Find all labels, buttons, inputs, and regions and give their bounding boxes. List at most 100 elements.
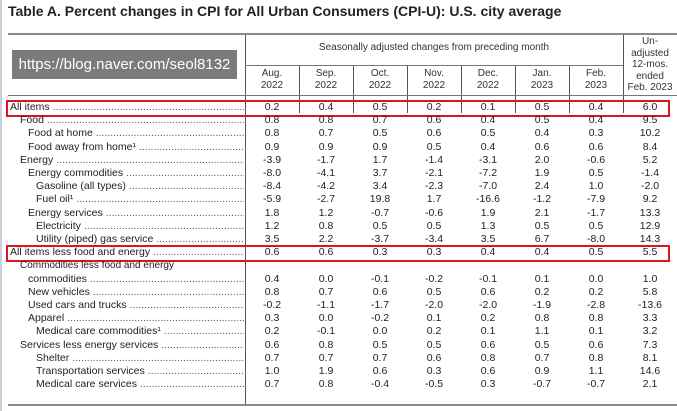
row-label: Apparel <box>28 312 244 325</box>
header-line: Oct. <box>370 68 390 79</box>
header-line: 2022 <box>260 80 284 91</box>
row-value: -0.4 <box>370 378 390 391</box>
row-value: -3.1 <box>478 153 498 166</box>
row-label: Gasoline (all types) <box>36 180 244 193</box>
header-line: 2022 <box>368 80 392 91</box>
row-value: 0.8 <box>264 114 280 127</box>
row-value: 8.1 <box>642 351 658 364</box>
row-value: 0.5 <box>372 338 388 351</box>
row-value: 0.7 <box>318 285 334 298</box>
row-value: -1.7 <box>316 153 336 166</box>
row-value: 2.1 <box>534 206 550 219</box>
column-divider <box>623 35 624 113</box>
table-row: All items less food and energy 0.6 0.6 0.3 0… <box>8 246 677 259</box>
row-value: -0.2 <box>262 299 282 311</box>
row-label: Energy <box>20 154 244 167</box>
row-label: Electricity <box>36 220 244 233</box>
header-line: 2022 <box>314 80 338 91</box>
header-month: Dec. 2022 <box>461 68 515 92</box>
column-divider <box>299 65 300 113</box>
table-row: Fuel oil¹ -5.9 -2.7 19.8 1.7 -16.6 -1.2 -7.9 9.2 <box>8 193 677 206</box>
table-row: Food 0.8 0.8 0.7 0.6 0.4 0.5 0.4 9.5 <box>8 114 677 127</box>
row-value: 0.9 <box>318 140 334 153</box>
row-value: 1.3 <box>480 219 496 232</box>
row-value: -0.1 <box>370 272 390 285</box>
row-value: 2.2 <box>318 233 334 245</box>
highlight-box <box>6 245 670 263</box>
row-value: 0.6 <box>426 114 442 127</box>
header-line: Aug. <box>261 68 283 79</box>
row-value: 0.8 <box>318 338 334 351</box>
table-row: Medical care services 0.7 0.8 -0.4 -0.5 0.3 -0… <box>8 378 677 391</box>
row-value: 0.1 <box>480 101 496 113</box>
row-value: 0.1 <box>480 325 496 338</box>
row-value: -0.6 <box>586 153 606 166</box>
row-value: 0.5 <box>534 338 550 351</box>
header-line: Sep. <box>315 68 337 79</box>
row-value: 0.9 <box>534 365 550 377</box>
row-value: -7.2 <box>478 167 498 179</box>
row-value: 0.6 <box>318 246 334 259</box>
header-line: 2023 <box>584 80 608 91</box>
table-row: Gasoline (all types) -8.4 -4.2 3.4 -2.3 -7.0 2… <box>8 180 677 193</box>
row-value: 1.8 <box>264 206 280 219</box>
row-value: 0.5 <box>480 127 496 140</box>
row-value: 3.3 <box>642 312 658 325</box>
row-value: 0.5 <box>426 219 442 232</box>
row-value: -2.0 <box>640 180 660 193</box>
highlight-box <box>6 100 670 117</box>
table-row: Medical care commodities¹ 0.2 -0.1 0.0 0.2 0.… <box>8 325 677 338</box>
column-divider <box>515 65 516 113</box>
header-month: Jan. 2023 <box>515 68 569 92</box>
row-value: 0.6 <box>588 140 604 153</box>
row-value: -3.9 <box>262 153 282 166</box>
row-value: 0.1 <box>534 272 550 285</box>
row-value: 1.0 <box>264 365 280 377</box>
row-value: 19.8 <box>369 193 391 206</box>
row-value: 0.8 <box>318 219 334 232</box>
row-value: 0.6 <box>372 365 388 377</box>
row-value: 0.8 <box>480 351 496 364</box>
row-value: 0.8 <box>588 351 604 364</box>
row-value: 0.7 <box>318 351 334 364</box>
table-row: Used cars and trucks -0.2 -1.1 -1.7 -2.0 -2.0… <box>8 299 677 312</box>
row-value: -8.0 <box>262 167 282 179</box>
row-value: 1.9 <box>480 206 496 219</box>
row-value: 0.6 <box>480 365 496 377</box>
row-value: 1.9 <box>318 365 334 377</box>
row-value: -5.9 <box>262 193 282 206</box>
row-label: commodities <box>28 273 244 286</box>
row-label: Food <box>20 114 244 127</box>
header-line: Feb. 2023 <box>627 82 673 93</box>
row-value: 0.5 <box>426 338 442 351</box>
row-value: -1.7 <box>586 206 606 219</box>
row-label: Food at home <box>28 127 244 140</box>
row-value: 6.0 <box>642 101 658 113</box>
row-value: 0.3 <box>588 127 604 140</box>
row-value: 14.6 <box>639 365 661 377</box>
table-row: New vehicles 0.8 0.7 0.6 0.5 0.6 0.2 0.2 5.8 <box>8 286 677 299</box>
table-row: commodities 0.4 0.0 -0.1 -0.2 -0.1 0.1 0.0 1.0 <box>8 273 677 286</box>
watermark: https://blog.naver.com/seol8132 <box>12 50 237 79</box>
row-value: 0.5 <box>534 101 550 113</box>
row-value: 1.1 <box>534 325 550 338</box>
row-value: -1.2 <box>532 193 552 206</box>
row-value: -3.7 <box>370 233 390 245</box>
row-value: 0.2 <box>480 312 496 325</box>
row-value: 10.2 <box>639 127 661 140</box>
header-12-month: Un-adjusted 12-mos. ended Feb. 2023 <box>623 36 677 94</box>
header-line: Un- <box>641 36 659 47</box>
row-value: 0.0 <box>372 325 388 338</box>
header-month: Sep. 2022 <box>299 68 353 92</box>
row-value: 5.2 <box>642 153 658 166</box>
row-label: Used cars and trucks <box>28 299 244 312</box>
row-value: -0.7 <box>370 206 390 219</box>
row-value: -0.5 <box>424 378 444 391</box>
table-row: Energy commodities -8.0 -4.1 3.7 -2.1 -7.2 1.9… <box>8 167 677 180</box>
row-value: 0.4 <box>480 246 496 259</box>
row-value: -16.6 <box>476 193 500 206</box>
row-value: 0.1 <box>426 312 442 325</box>
row-value: 0.6 <box>426 127 442 140</box>
header-bottom-rule <box>8 95 677 96</box>
header-line: Dec. <box>477 68 499 79</box>
